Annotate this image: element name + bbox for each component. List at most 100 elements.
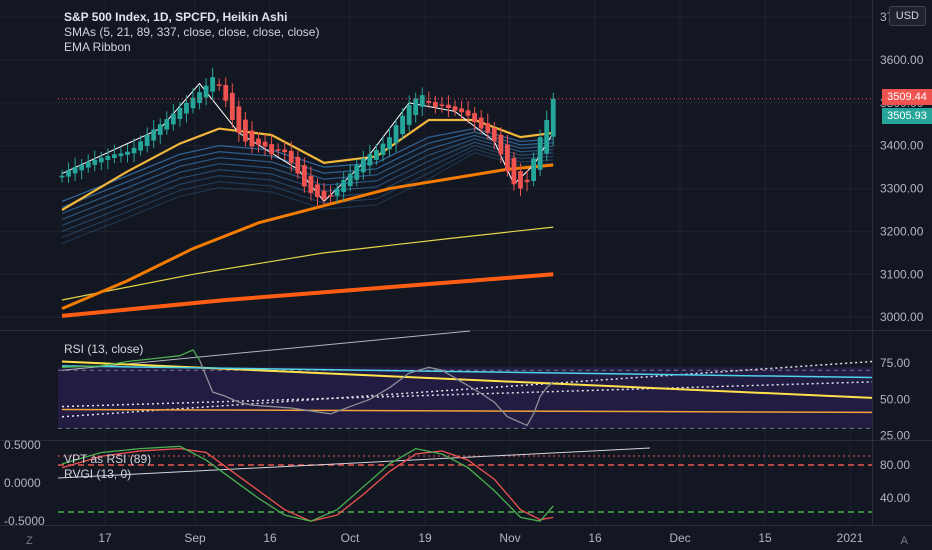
vpt-legend[interactable]: VPT as RSI (89)	[64, 452, 152, 466]
x-tick-label: 19	[418, 531, 432, 545]
candle-body	[249, 130, 255, 147]
candle-body	[210, 77, 216, 92]
rsi-band	[58, 367, 872, 429]
ema-ribbon-line	[61, 134, 554, 214]
second-price-tag: 3505.93	[882, 108, 932, 124]
candle-body	[262, 141, 268, 147]
sma-line	[61, 226, 554, 301]
osc-left-tick-label: 0.5000	[4, 438, 41, 452]
sma-line	[61, 163, 554, 310]
candle-body	[197, 92, 202, 103]
y-tick-label: 3000.00	[880, 310, 924, 324]
candle-body	[367, 154, 373, 166]
currency-button[interactable]: USD	[888, 6, 926, 26]
candle-body	[243, 119, 248, 142]
rvgi-legend[interactable]: RVGI (13, 0)	[64, 467, 132, 481]
candle-body	[341, 180, 347, 193]
main-legend: S&P 500 Index, 1D, SPCFD, Heikin Ashi SM…	[64, 10, 319, 55]
candle-body	[354, 165, 360, 180]
osc-right-tick-label: 40.00	[880, 491, 910, 505]
rvgi-line	[61, 445, 554, 522]
candle-body	[472, 113, 478, 123]
rsi-tick-label: 50.00	[880, 392, 910, 406]
y-tick-label: 3600.00	[880, 53, 924, 67]
rsi-line	[61, 349, 201, 368]
y-tick-label: 3300.00	[880, 182, 924, 196]
candle-body	[223, 85, 229, 101]
candle-body	[105, 156, 111, 161]
candle-body	[419, 95, 425, 107]
candle-body	[524, 179, 530, 183]
candle-body	[157, 124, 163, 135]
candle-body	[85, 162, 91, 168]
oscillator-legend: VPT as RSI (89) RVGI (13, 0)	[64, 452, 151, 482]
candle-body	[537, 137, 543, 170]
candle-body	[491, 127, 497, 142]
candle-body	[151, 129, 157, 141]
y-tick-label: 3200.00	[880, 224, 924, 238]
candle-body	[413, 98, 419, 115]
rsi-line	[198, 359, 554, 427]
candle-body	[288, 150, 294, 163]
x-tick-label: Sep	[184, 531, 206, 545]
candle-body	[459, 108, 464, 113]
candle-body	[439, 104, 445, 107]
osc-trendline	[57, 447, 651, 479]
x-tick-label: Nov	[499, 531, 520, 545]
candle-body	[72, 167, 78, 174]
rsi-tick-label: 75.00	[880, 356, 910, 370]
candle-body	[275, 149, 281, 151]
osc-right-tick-label: 80.00	[880, 458, 910, 472]
x-tick-label: 15	[758, 531, 772, 545]
candle-body	[125, 151, 130, 155]
ema-ribbon-legend[interactable]: EMA Ribbon	[64, 40, 131, 54]
candle-body	[380, 143, 386, 155]
candle-body	[295, 156, 301, 174]
sma-legend[interactable]: SMAs (5, 21, 89, 337, close, close, clos…	[64, 25, 320, 39]
candle-body	[164, 119, 170, 130]
osc-left-tick-label: 0.0000	[4, 476, 41, 490]
candle-body	[138, 141, 143, 151]
candle-body	[550, 98, 556, 137]
candle-body	[170, 113, 176, 125]
candle-body	[301, 165, 307, 187]
candle-body	[59, 175, 65, 178]
candle-body	[92, 159, 98, 165]
auto-scale-button[interactable]: A	[900, 535, 908, 547]
candle-body	[269, 144, 274, 155]
candle-body	[426, 100, 432, 103]
x-tick-label: 16	[588, 531, 602, 545]
candle-body	[256, 138, 261, 145]
sma-line	[61, 272, 554, 318]
candle-body	[236, 106, 242, 133]
candle-body	[177, 108, 183, 119]
candle-body	[184, 102, 189, 114]
symbol-title[interactable]: S&P 500 Index, 1D, SPCFD, Heikin Ashi	[64, 10, 288, 24]
candle-body	[478, 117, 484, 129]
candle-body	[98, 157, 104, 163]
candle-body	[308, 175, 314, 193]
candle-body	[112, 154, 117, 159]
candle-body	[315, 184, 320, 198]
candle-body	[328, 195, 333, 197]
candle-body	[387, 137, 392, 150]
ema-ribbon-line	[61, 151, 554, 244]
y-tick-label: 3100.00	[880, 267, 924, 281]
candle-body	[360, 158, 366, 173]
ema-ribbon-line	[61, 131, 554, 208]
candle-body	[66, 170, 71, 177]
rsi-legend[interactable]: RSI (13, close)	[64, 342, 144, 356]
candle-body	[485, 123, 491, 133]
candle-body	[347, 173, 353, 187]
candle-body	[544, 120, 550, 154]
last-price-tag: 3509.44	[882, 89, 932, 105]
candle-body	[229, 92, 235, 120]
candle-body	[400, 115, 405, 135]
candle-body	[505, 144, 510, 172]
candle-body	[432, 101, 438, 108]
candle-body	[518, 171, 523, 189]
rsi-tick-label: 25.00	[880, 429, 910, 443]
timezone-icon[interactable]: Z	[26, 535, 33, 547]
